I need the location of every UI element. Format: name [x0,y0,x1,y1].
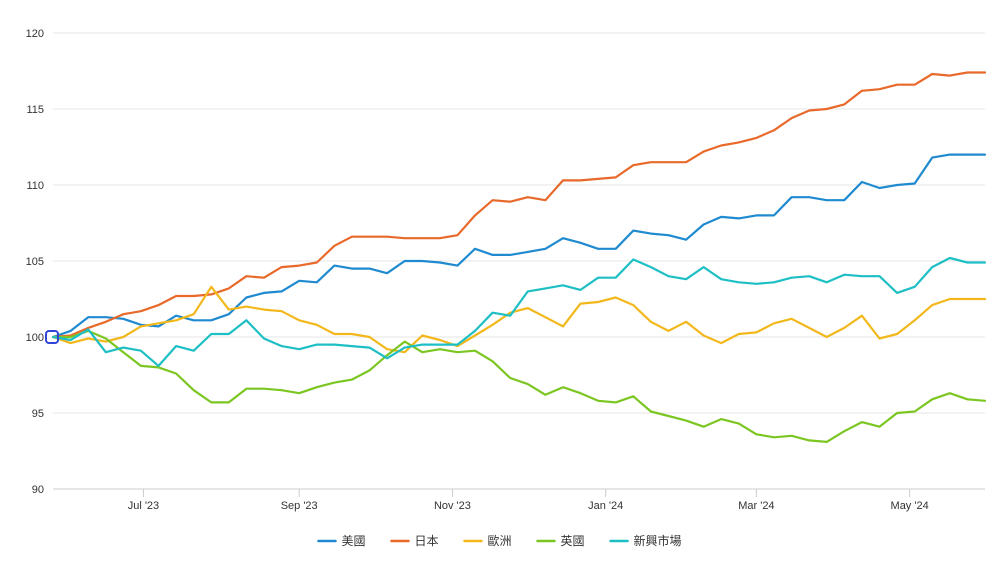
x-tick-label: Jul '23 [128,500,159,512]
x-tick-label: Jan '24 [588,500,623,512]
y-tick-label: 115 [26,104,44,116]
x-tick-label: Mar '24 [738,500,774,512]
legend-label: 新興市場 [634,533,682,548]
x-axis: Jul '23 Sep '23 Nov '23 Jan '24 Mar '24 May '… [53,488,985,512]
y-axis: 90 95 100 105 110 115 120 [26,28,44,496]
legend-label: 英國 [561,534,585,548]
legend-item-歐洲[interactable]: 歐洲 [463,533,512,548]
start-marker-group [45,330,59,344]
y-tick-label: 90 [32,484,44,496]
y-tick-label: 100 [26,332,44,344]
legend: 美國 日本 歐洲 英國 新興市場 [317,533,682,548]
series-line-美國[interactable] [51,153,987,339]
y-tick-label: 105 [26,256,44,268]
series-line-歐洲[interactable] [51,285,987,354]
series-line-新興市場[interactable] [51,256,987,367]
x-tick-label: May '24 [891,500,929,512]
series-line-英國[interactable] [51,329,987,443]
series-lines [51,71,987,443]
legend-label: 日本 [414,534,438,548]
gridlines [53,32,985,414]
legend-item-英國[interactable]: 英國 [536,534,585,548]
y-tick-label: 95 [32,408,44,420]
series-line-日本[interactable] [51,71,987,339]
legend-label: 美國 [341,534,365,548]
legend-item-日本[interactable]: 日本 [390,534,438,548]
y-tick-label: 120 [26,28,44,40]
y-tick-label: 110 [26,180,44,192]
legend-item-美國[interactable]: 美國 [317,534,365,548]
x-tick-label: Sep '23 [281,500,318,512]
x-tick-label: Nov '23 [434,500,471,512]
start-marker [45,330,59,344]
legend-item-新興市場[interactable]: 新興市場 [609,533,682,548]
legend-label: 歐洲 [487,533,511,548]
